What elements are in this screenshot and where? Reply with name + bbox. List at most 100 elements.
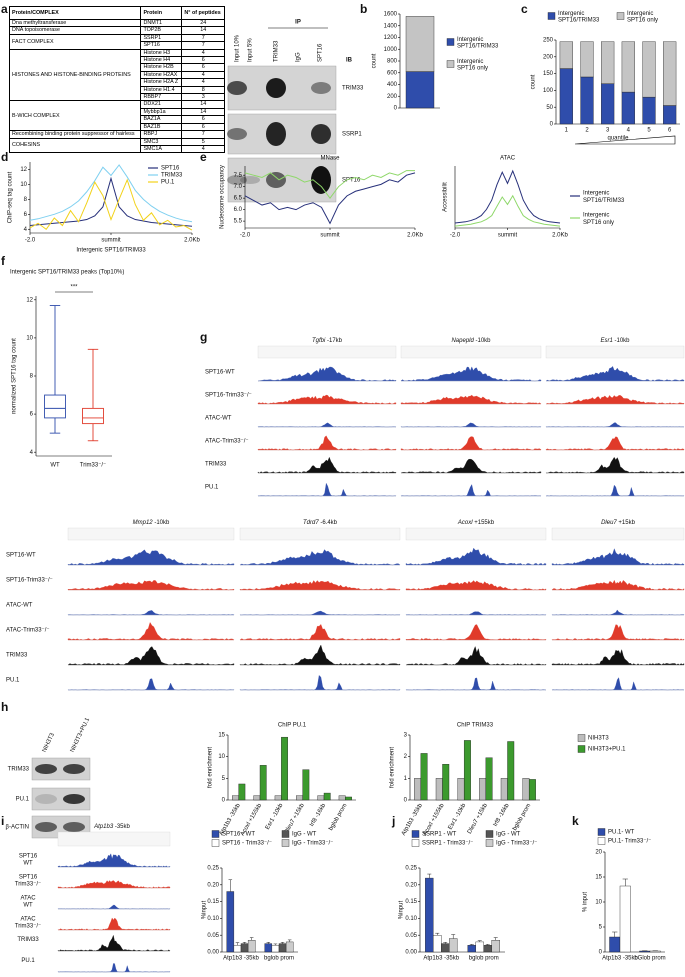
- y-tick-label: 15: [218, 733, 225, 739]
- gene-name: Tgfbi: [312, 338, 326, 344]
- y-tick-label: 100: [543, 88, 554, 94]
- table-cell: 7: [181, 130, 225, 139]
- signal-track: [551, 649, 685, 666]
- table-cell: DNMT1: [140, 18, 183, 28]
- blot-row-label: SSRP1: [342, 132, 362, 138]
- significance-label: ***: [70, 285, 78, 291]
- gene-offset: -10kb: [613, 338, 630, 344]
- error-bar: [287, 939, 292, 942]
- panel-letter: g: [200, 330, 207, 344]
- table-cell: 4: [181, 78, 225, 87]
- bar: [642, 96, 656, 125]
- x-tick-label: bGlob prom: [634, 956, 665, 962]
- bar: [420, 753, 428, 801]
- browser-ruler: [545, 345, 685, 359]
- track-label: ATAC-WT: [205, 416, 232, 422]
- error-bar: [435, 932, 440, 936]
- signal-track: [545, 422, 685, 428]
- gene-name: Acoxl: [457, 520, 473, 526]
- x-tick-label: Dleu7 +15kb: [467, 802, 489, 835]
- track-label: TRIM33: [17, 937, 39, 943]
- y-tick-label: 0.20: [207, 882, 219, 888]
- y-tick-label: 0.00: [405, 950, 417, 956]
- x-tick-label: Atp1b3 -35kb: [602, 956, 638, 962]
- signal-track: [545, 484, 685, 497]
- error-bar: [242, 942, 247, 944]
- signal-track: [67, 622, 235, 641]
- y-tick-label: 7.5: [234, 173, 243, 179]
- panel-letter: e: [200, 150, 207, 164]
- gene-name: Napepld: [451, 338, 474, 344]
- y-tick-label: 50: [546, 105, 553, 111]
- bar: [338, 795, 346, 801]
- legend-swatch: [281, 830, 290, 838]
- table-cell: DNA topoisomerase: [8, 26, 142, 35]
- legend-label: IgG - WT: [496, 832, 521, 838]
- table-row: SPT16 7: [10, 41, 225, 50]
- x-tick-label: Trim33⁻/⁻: [80, 463, 106, 469]
- blot-band: [311, 82, 331, 94]
- track-label: SPT16 WT: [19, 853, 38, 866]
- table-cell: 7: [181, 41, 225, 50]
- bar: [491, 940, 500, 953]
- error-bar: [228, 879, 233, 892]
- browser-ruler: [67, 527, 235, 541]
- signal-track: [239, 580, 401, 591]
- legend-swatch: [547, 12, 556, 20]
- track-label: ATAC-WT: [6, 603, 33, 609]
- y-tick-label: 4: [24, 227, 28, 233]
- track-label: SPT16-Trim33⁻/⁻: [205, 393, 252, 399]
- series-line: [454, 169, 561, 224]
- legend-swatch: [485, 839, 494, 847]
- table-cell: SPT16: [140, 41, 183, 50]
- blot-band: [311, 124, 331, 144]
- legend-label: PU.1: [161, 180, 175, 186]
- signal-track: [551, 548, 685, 566]
- lane-label: SPT16: [318, 43, 324, 62]
- lane-label: TRIM33: [274, 40, 280, 62]
- legend-swatch: [485, 830, 494, 838]
- signal-track: [545, 395, 685, 405]
- bar: [414, 778, 422, 801]
- legend-swatch: [446, 60, 455, 68]
- table-cell: COHESINS: [8, 137, 142, 154]
- gene-name: Esr1: [600, 338, 612, 344]
- y-tick-label: 8: [24, 197, 28, 203]
- track-label: SPT16-Trim33⁻/⁻: [6, 578, 53, 584]
- table-cell: SMC3: [140, 137, 183, 146]
- bar: [281, 736, 288, 801]
- blot-band: [227, 81, 247, 95]
- table-cell: 8: [181, 85, 225, 95]
- blot-band: [63, 764, 85, 774]
- table-cell: BAZ1B: [140, 122, 183, 132]
- x-tick-label: -2.0: [450, 233, 461, 239]
- y-tick-label: 0.05: [207, 933, 219, 939]
- error-bar: [469, 944, 474, 946]
- table-row: Histone H2AX 4: [10, 70, 225, 80]
- y-tick-label: 0: [394, 106, 398, 112]
- y-tick-label: 0.00: [207, 950, 219, 956]
- legend-label: PU.1- Trim33⁻/⁻: [608, 839, 651, 845]
- bar: [435, 778, 443, 801]
- legend-swatch: [577, 734, 586, 742]
- blot-row-label: TRIM33: [8, 767, 30, 773]
- error-bar: [622, 878, 628, 886]
- signal-track: [67, 549, 235, 566]
- legend-label: Intergenic SPT16 only: [583, 212, 614, 226]
- x-tick-label: -2.0: [240, 233, 251, 239]
- signal-track: [545, 457, 685, 474]
- blot-band: [35, 764, 57, 774]
- blot-band: [266, 172, 286, 188]
- panel-letter: d: [1, 150, 8, 164]
- y-axis-label: count: [372, 53, 378, 68]
- bar: [457, 778, 465, 801]
- legend-label: Intergenic SPT16 only: [627, 11, 658, 24]
- signal-track: [57, 963, 171, 973]
- x-tick-label: 4: [627, 128, 631, 134]
- locus-title: Mmp12 -10kb: [133, 520, 170, 526]
- table-cell: RBPJ: [140, 130, 183, 139]
- signal-track: [405, 611, 547, 616]
- x-tick-label: Dleu7 +15kb: [284, 802, 306, 835]
- track-label: PU.1: [205, 485, 219, 491]
